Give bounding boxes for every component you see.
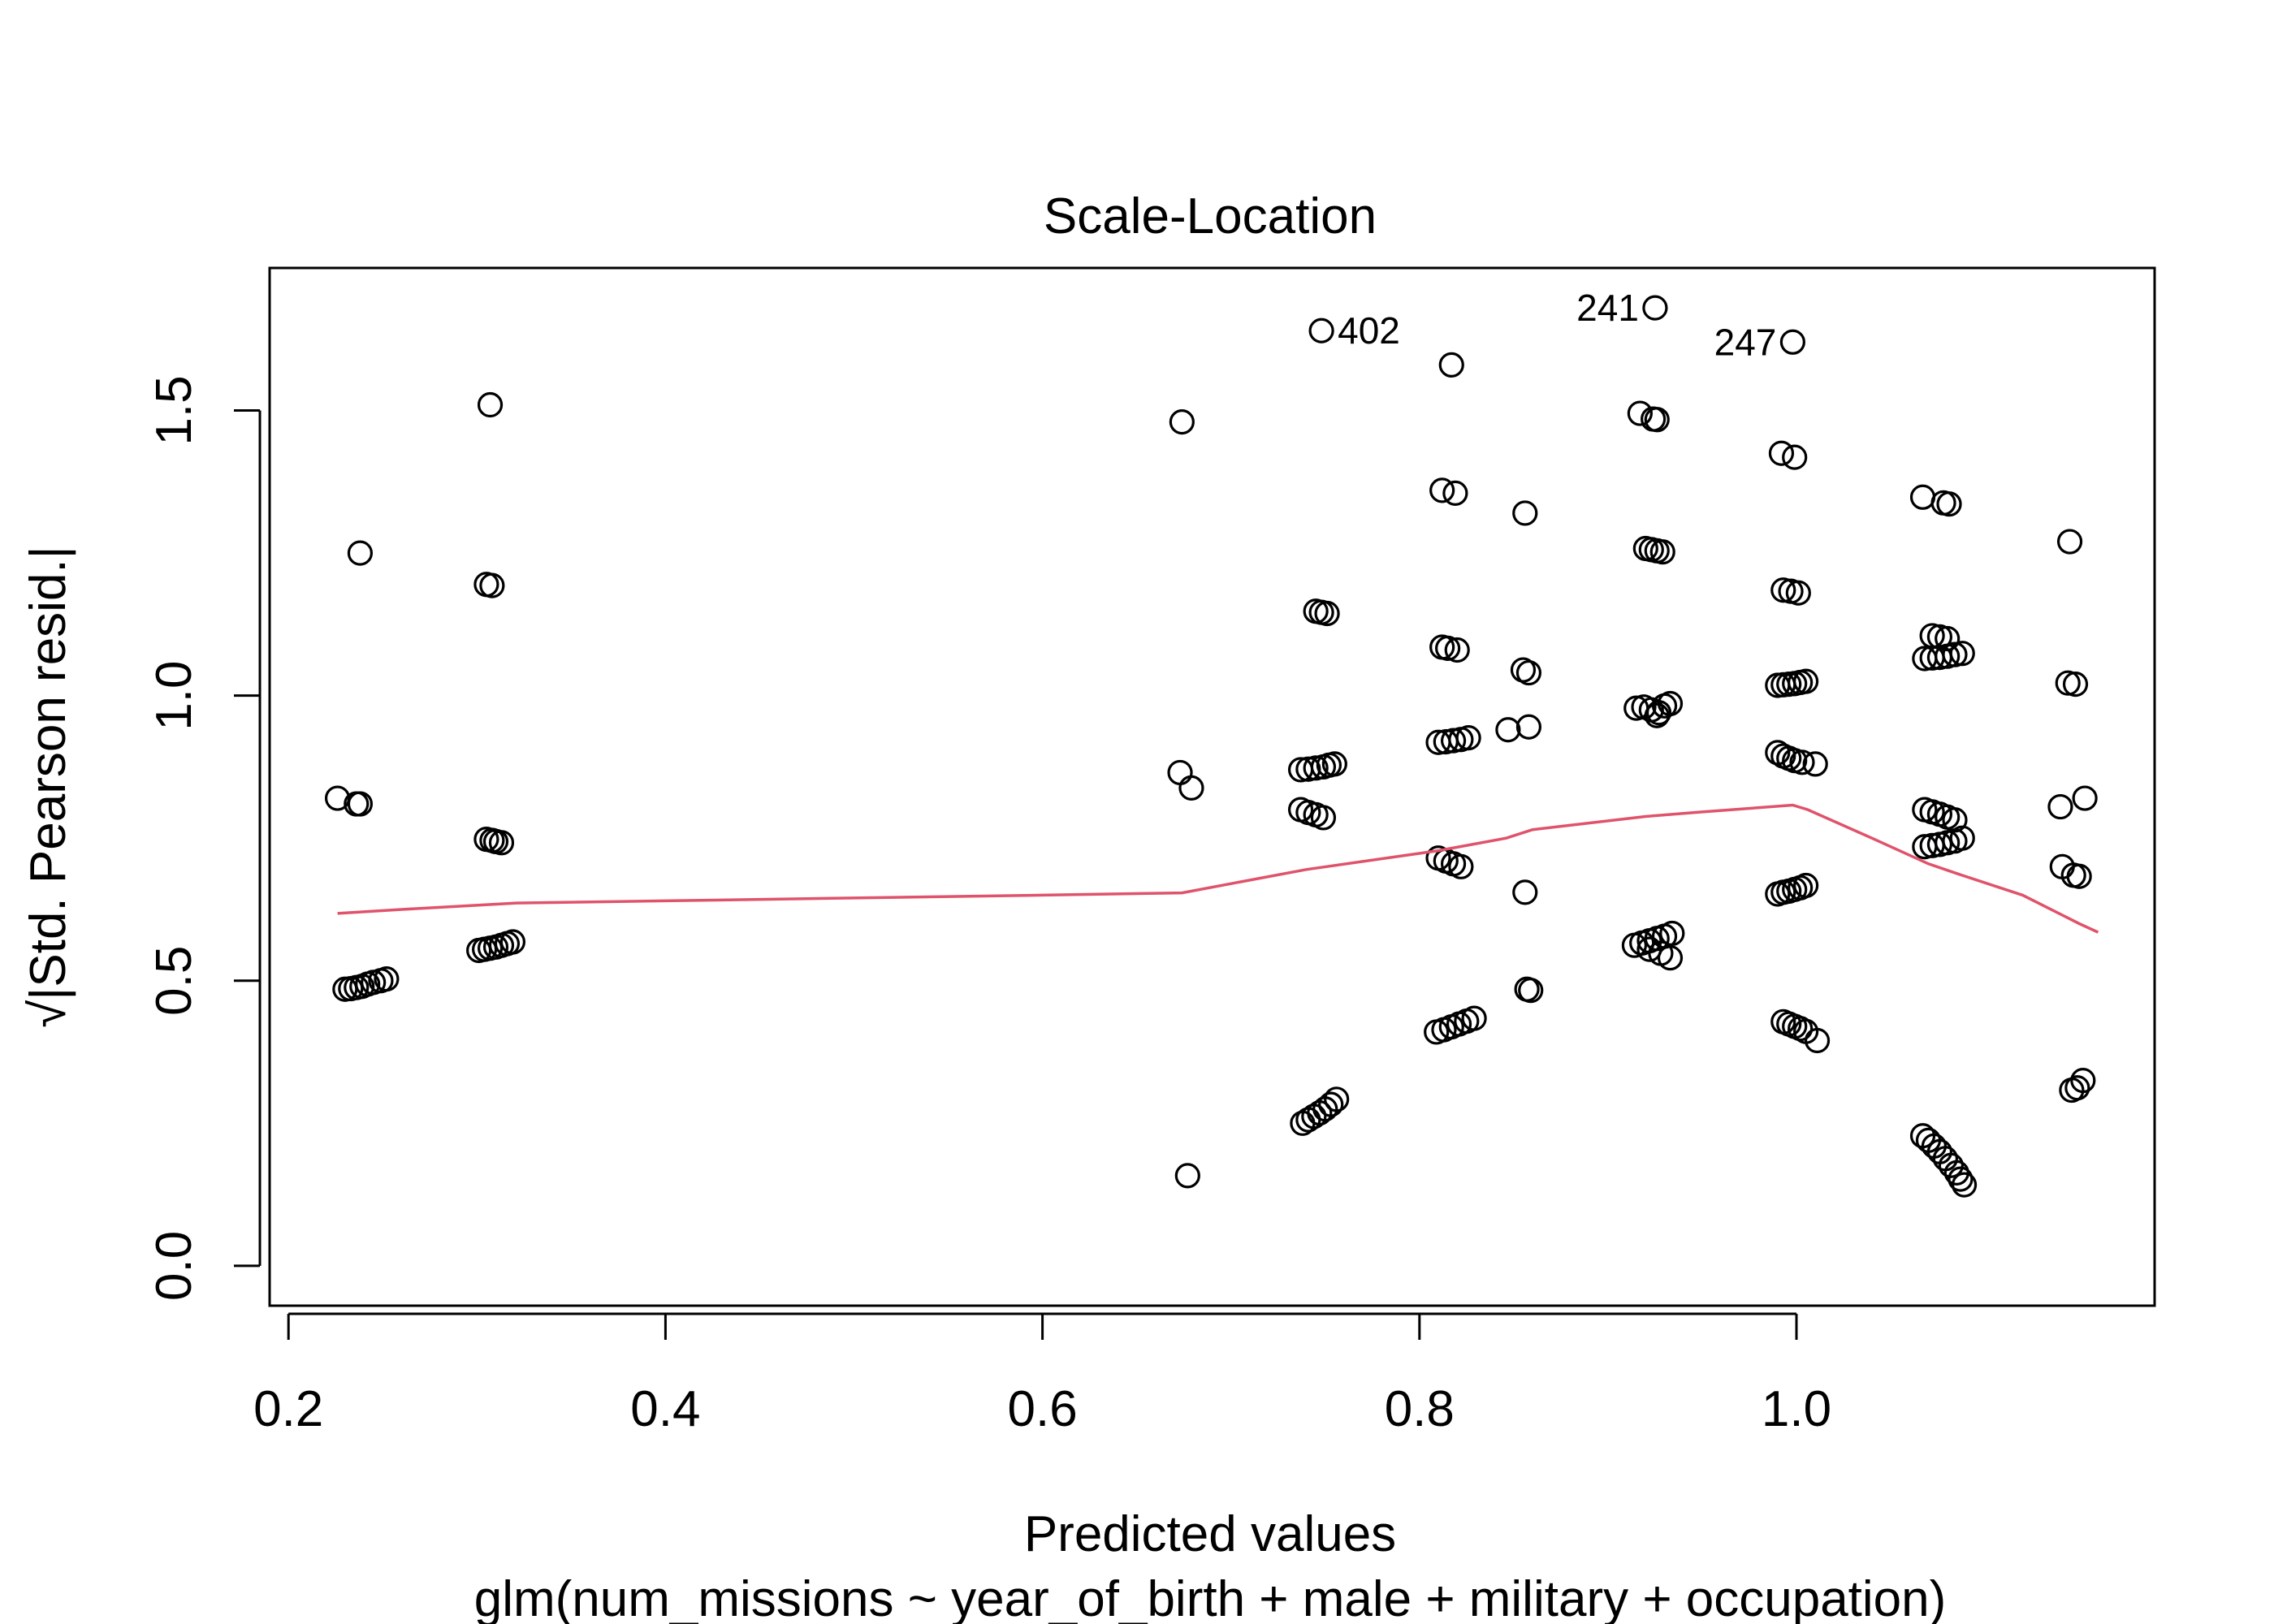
residual-point xyxy=(1948,1166,1974,1192)
residual-point xyxy=(499,929,526,955)
residual-point xyxy=(2070,1068,2096,1094)
y-tick-label: 0.0 xyxy=(146,1231,202,1301)
residual-point xyxy=(1949,825,1975,851)
residual-point xyxy=(2062,672,2089,698)
residual-point xyxy=(1793,668,1819,694)
residual-point xyxy=(1649,539,1675,565)
residual-point xyxy=(1951,1172,1978,1198)
residual-point xyxy=(1936,491,1962,517)
residual-point xyxy=(1802,751,1828,777)
chart-title: Scale-Location xyxy=(1044,188,1377,244)
residual-point xyxy=(1461,1005,1487,1031)
residual-point xyxy=(2072,785,2098,811)
residual-point xyxy=(2064,1075,2090,1101)
residual-point xyxy=(1793,872,1819,899)
y-tick-label: 1.5 xyxy=(146,375,202,445)
smoother-line xyxy=(337,803,2099,934)
residual-point xyxy=(1167,759,1193,786)
residual-point xyxy=(1448,853,1474,879)
residual-point xyxy=(1770,577,1796,603)
residual-point xyxy=(1303,755,1329,781)
residual-point xyxy=(1515,659,1542,686)
residual-point xyxy=(1785,580,1811,606)
residual-point xyxy=(1627,400,1653,426)
residual-point xyxy=(1789,749,1815,775)
y-axis: 0.0 0.5 1.0 1.5 xyxy=(146,375,262,1301)
residual-point xyxy=(477,391,504,418)
residual-point xyxy=(347,791,374,817)
residual-point xyxy=(1169,408,1195,435)
point-labels: 402 241 247 xyxy=(1338,287,1776,363)
x-axis: 0.2 0.4 0.6 0.8 1.0 xyxy=(253,1312,1831,1437)
residual-point xyxy=(1657,945,1684,971)
residual-point xyxy=(1438,352,1464,378)
residual-point xyxy=(1442,480,1468,506)
residual-point xyxy=(1642,295,1668,321)
y-axis-label: √|Std. Pearson resid.| xyxy=(20,546,76,1028)
residual-point xyxy=(1308,317,1334,343)
residual-point xyxy=(1659,920,1685,947)
residual-point xyxy=(1515,714,1542,740)
residual-point xyxy=(1495,717,1521,743)
x-tick-label: 1.0 xyxy=(1762,1381,1831,1437)
residual-point xyxy=(1779,329,1805,355)
point-label: 241 xyxy=(1576,287,1639,329)
residual-point xyxy=(1321,751,1347,777)
residual-point xyxy=(1174,1163,1200,1189)
residual-point xyxy=(2066,863,2092,889)
residual-point xyxy=(1949,641,1975,667)
residual-point xyxy=(1178,775,1204,801)
residual-point xyxy=(374,966,400,992)
residual-point xyxy=(1804,1027,1831,1054)
residual-point xyxy=(1455,725,1481,751)
point-label: 247 xyxy=(1714,321,1777,363)
residual-point xyxy=(1768,440,1795,466)
x-axis-label: Predicted values xyxy=(1024,1506,1396,1562)
residual-point xyxy=(1512,500,1538,526)
residual-point xyxy=(347,540,374,566)
residual-point xyxy=(1435,635,1461,661)
y-tick-label: 1.0 xyxy=(146,661,202,731)
y-tick-label: 0.5 xyxy=(146,946,202,1016)
residual-points xyxy=(324,295,2098,1198)
residual-point xyxy=(1310,805,1337,831)
residual-point xyxy=(1644,407,1670,433)
residual-point xyxy=(1518,978,1544,1004)
x-tick-label: 0.6 xyxy=(1008,1381,1078,1437)
residual-point xyxy=(1909,484,1936,510)
subtitle: glm(num_missions ~ year_of_birth + male … xyxy=(474,1571,1947,1624)
residual-point xyxy=(1444,637,1470,663)
residual-point xyxy=(1512,879,1538,905)
residual-point xyxy=(1324,1086,1350,1112)
residual-point xyxy=(1314,600,1340,627)
point-label: 402 xyxy=(1338,309,1400,352)
residual-point xyxy=(488,830,515,856)
residual-point xyxy=(1644,702,1670,728)
residual-point xyxy=(2056,529,2083,555)
residual-point xyxy=(2055,670,2081,696)
residual-point xyxy=(1429,477,1455,503)
residual-point xyxy=(2047,793,2073,820)
residual-point xyxy=(1318,1091,1344,1117)
residual-point xyxy=(1938,1152,1964,1178)
x-tick-label: 0.4 xyxy=(630,1381,700,1437)
residual-point xyxy=(1440,728,1467,754)
residual-point xyxy=(1782,444,1808,470)
x-tick-label: 0.8 xyxy=(1385,1381,1455,1437)
plot-box xyxy=(268,266,2156,1307)
residual-point xyxy=(479,572,505,598)
residual-point xyxy=(1942,641,1968,667)
residual-point xyxy=(1636,936,1662,962)
x-tick-label: 0.2 xyxy=(253,1381,323,1437)
